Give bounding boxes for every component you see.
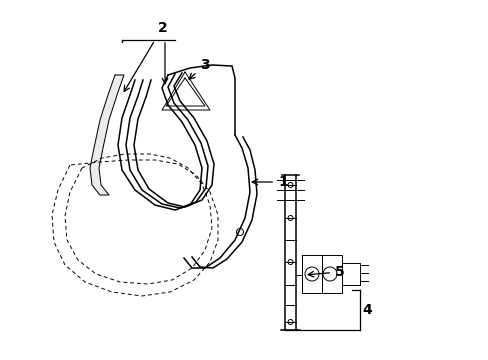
Text: 5: 5: [307, 265, 344, 279]
Text: 4: 4: [361, 303, 371, 317]
Polygon shape: [90, 75, 124, 195]
Text: 2: 2: [158, 21, 167, 35]
Text: 3: 3: [189, 58, 209, 79]
Text: 1: 1: [252, 175, 287, 189]
